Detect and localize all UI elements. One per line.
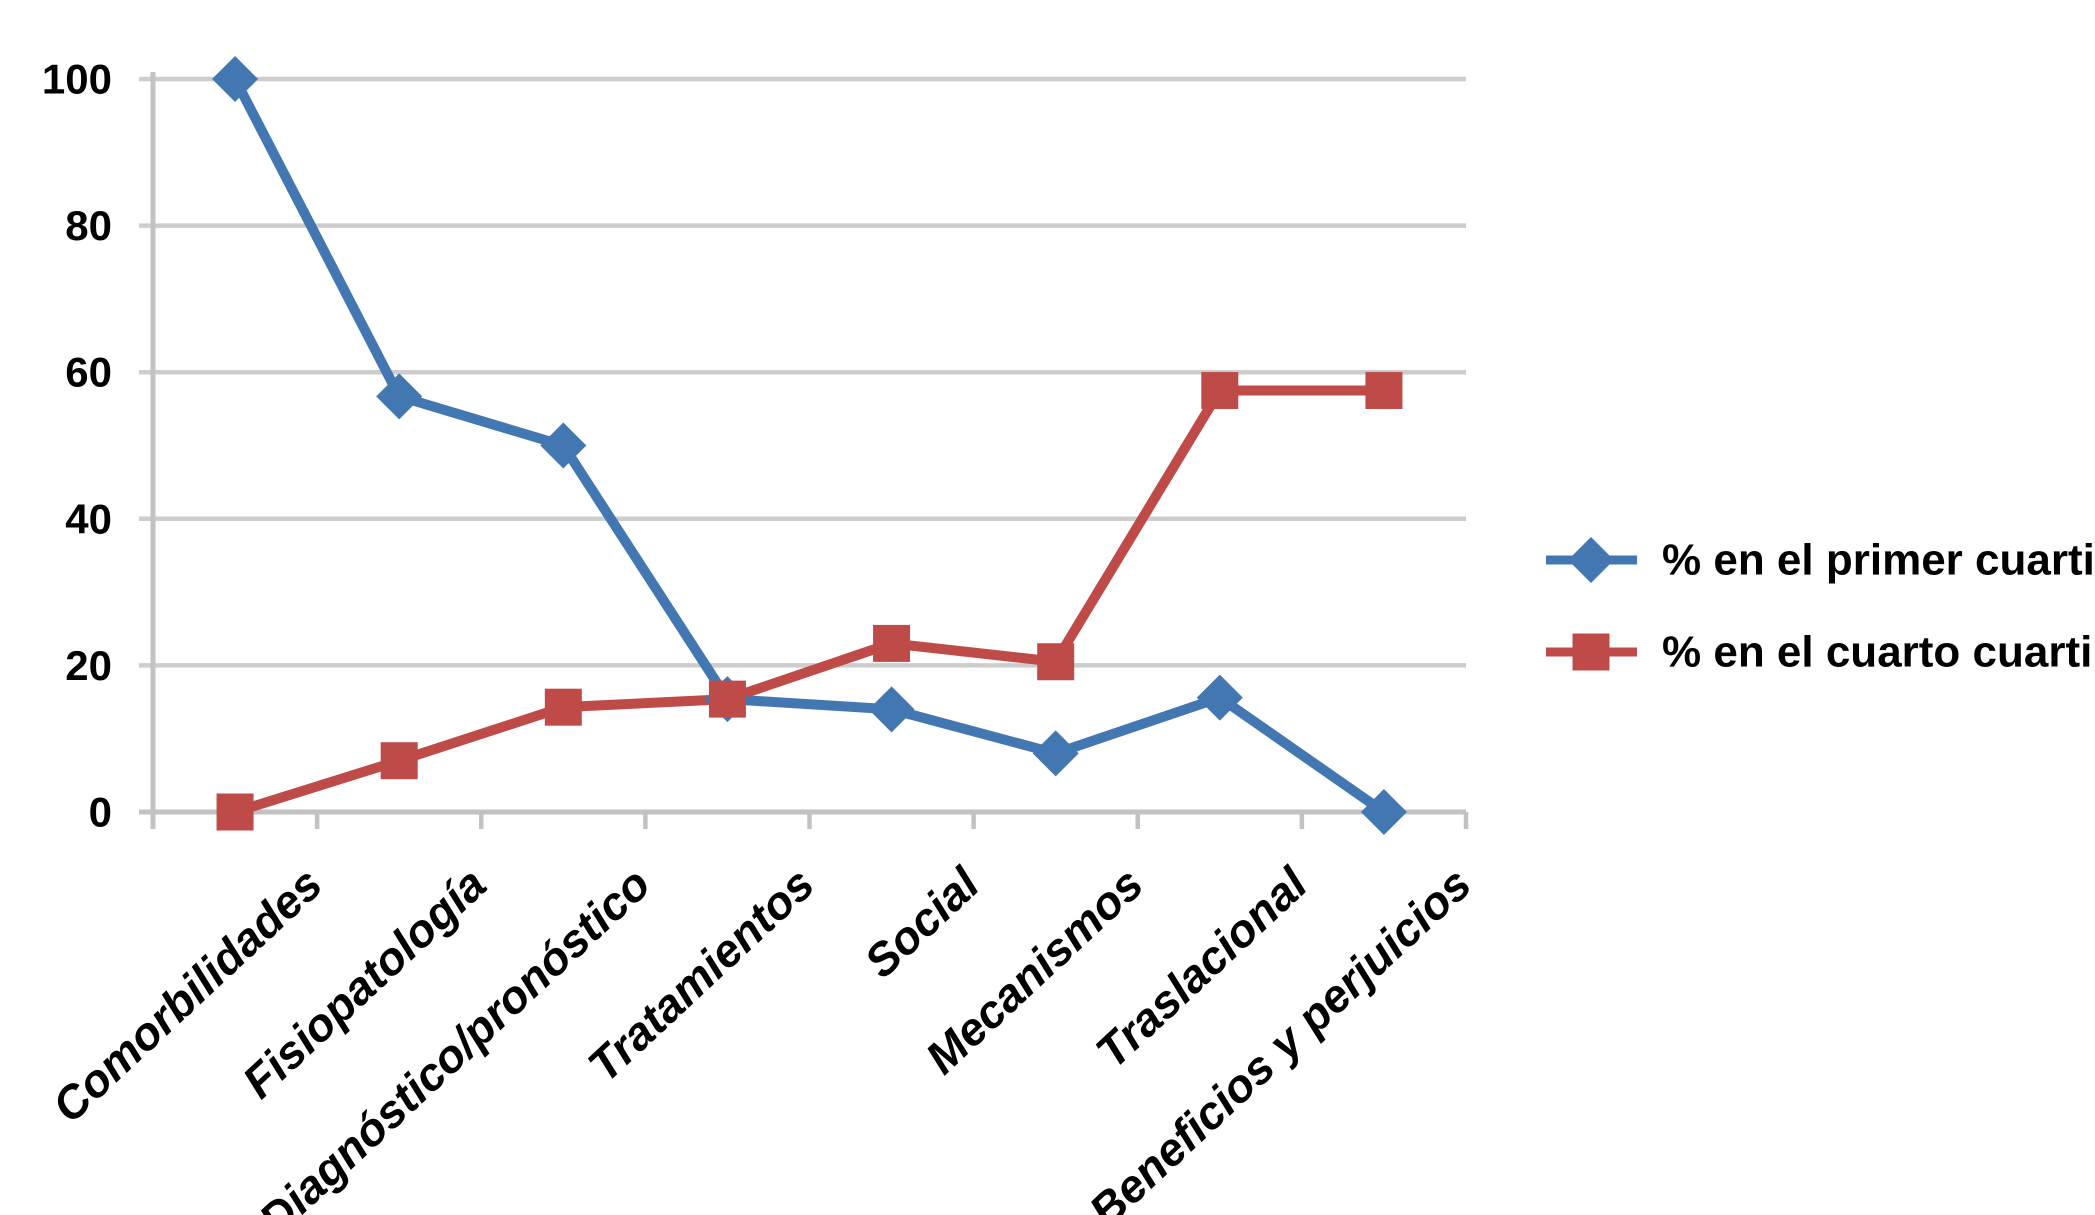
y-tick-label-80: 80 <box>65 202 112 249</box>
legend-markers <box>1546 537 1637 671</box>
marker-square-4 <box>873 624 911 662</box>
marker-square-2 <box>544 688 582 726</box>
legend-marker-diamond <box>1568 537 1614 583</box>
y-tick-label-0: 0 <box>89 789 112 836</box>
marker-diamond-5 <box>1032 730 1079 777</box>
x-label-social: Social <box>854 856 989 987</box>
marker-diamond-2 <box>540 422 587 469</box>
y-tick-label-100: 100 <box>42 56 112 103</box>
marker-square-1 <box>380 742 418 780</box>
y-tick-label-40: 40 <box>65 495 112 542</box>
marker-square-3 <box>708 680 746 718</box>
x-axis-labels: Comorbilidades Fisiopatología Diagnóstic… <box>42 856 1481 1215</box>
marker-diamond-1 <box>376 373 423 420</box>
x-label-comorbilidades: Comorbilidades <box>42 857 332 1132</box>
marker-square-7 <box>1365 372 1403 410</box>
y-tick-label-20: 20 <box>65 642 112 689</box>
legend-label-cuarto-cuartil: % en el cuarto cuartil <box>1662 628 2095 677</box>
marker-diamond-0 <box>212 56 259 102</box>
marker-square-6 <box>1201 372 1239 410</box>
marker-square-5 <box>1037 643 1075 681</box>
y-axis-labels: 0 20 40 60 80 100 <box>42 56 112 836</box>
marker-diamond-7 <box>1360 789 1407 835</box>
series-lines <box>230 74 1389 817</box>
marker-diamond-6 <box>1196 674 1243 721</box>
legend: % en el primer cuartil % en el cuarto cu… <box>1662 536 2095 677</box>
series-markers <box>212 56 1407 835</box>
marker-diamond-4 <box>868 686 915 733</box>
axes <box>139 72 1469 829</box>
y-tick-label-60: 60 <box>65 349 112 396</box>
series-line-0 <box>230 74 1389 817</box>
series-line-1 <box>230 385 1389 817</box>
marker-square-0 <box>216 793 254 831</box>
legend-label-primer-cuartil: % en el primer cuartil <box>1662 536 2095 585</box>
gridlines <box>139 76 1466 668</box>
legend-marker-square <box>1572 633 1610 671</box>
